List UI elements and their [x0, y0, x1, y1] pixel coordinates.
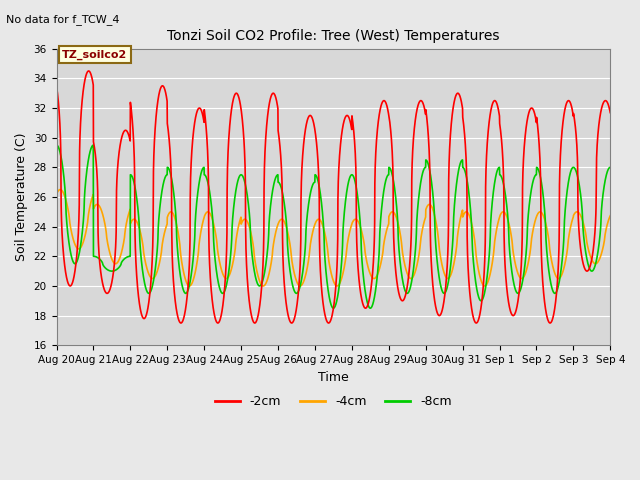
-2cm: [85, 68, 93, 74]
-8cm: [148, 283, 156, 288]
-2cm: [52, 83, 60, 89]
Title: Tonzi Soil CO2 Profile: Tree (West) Temperatures: Tonzi Soil CO2 Profile: Tree (West) Temp…: [167, 29, 500, 43]
-4cm: [149, 276, 157, 281]
-8cm: [607, 165, 614, 170]
-2cm: [536, 156, 544, 161]
-2cm: [265, 102, 273, 108]
Text: TZ_soilco2: TZ_soilco2: [62, 49, 127, 60]
-2cm: [596, 115, 604, 121]
-2cm: [607, 110, 614, 116]
X-axis label: Time: Time: [318, 371, 349, 384]
-8cm: [52, 142, 60, 148]
-4cm: [596, 256, 604, 262]
-8cm: [536, 172, 544, 178]
-2cm: [149, 243, 157, 249]
Line: -2cm: -2cm: [56, 71, 611, 323]
Line: -8cm: -8cm: [56, 145, 611, 308]
-4cm: [607, 213, 614, 218]
-8cm: [116, 264, 124, 269]
-4cm: [265, 271, 273, 276]
-8cm: [289, 284, 297, 289]
-4cm: [289, 264, 297, 270]
Text: No data for f_TCW_4: No data for f_TCW_4: [6, 14, 120, 25]
-8cm: [596, 237, 604, 243]
Y-axis label: Soil Temperature (C): Soil Temperature (C): [15, 133, 28, 261]
-4cm: [536, 209, 544, 215]
-2cm: [289, 319, 297, 325]
-2cm: [116, 144, 124, 150]
-4cm: [52, 191, 60, 197]
Line: -4cm: -4cm: [56, 190, 611, 286]
-4cm: [56, 187, 64, 192]
-2cm: [546, 320, 554, 326]
-8cm: [366, 305, 374, 311]
-8cm: [265, 225, 273, 230]
Legend: -2cm, -4cm, -8cm: -2cm, -4cm, -8cm: [210, 390, 457, 413]
-4cm: [116, 255, 124, 261]
-4cm: [481, 283, 488, 289]
